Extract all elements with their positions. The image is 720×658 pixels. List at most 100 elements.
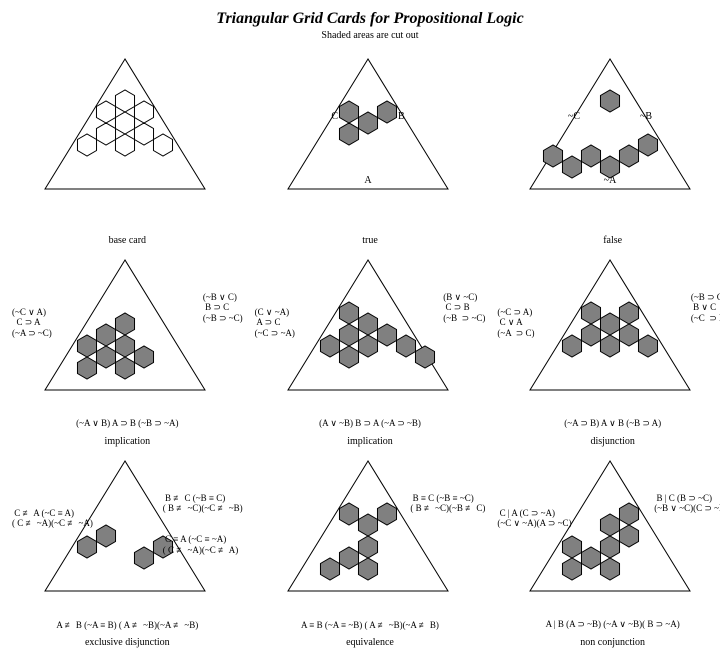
hex-p7: [563, 536, 582, 558]
hex-p11: [339, 346, 358, 368]
card-caption: true: [253, 235, 488, 246]
card-xor: C ≢ A (~C ≡ A) ( C ≢ ~A)(~C ≢ ~A) B ≢ C …: [10, 453, 245, 648]
hex-p6: [377, 324, 396, 346]
card-equiv: B ≡ C (~B ≡ ~C) ( B ≢ ~C)(~B ≢ C) A ≡ B (…: [253, 453, 488, 648]
hex-p11: [339, 547, 358, 569]
bottom-expr: (~A ⊃ B) A ∨ B (~B ⊃ A): [495, 418, 720, 429]
page-subtitle: Shaded areas are cut out: [10, 30, 720, 41]
hex-p12: [134, 547, 153, 569]
card-true: C B Atrue: [253, 51, 488, 246]
svg-text:C: C: [331, 111, 338, 122]
card-caption: equivalence: [253, 637, 488, 648]
hex-p7: [563, 335, 582, 357]
hex-p7: [77, 536, 96, 558]
hex-p4: [358, 514, 377, 536]
hex-p2: [339, 101, 358, 123]
hex-p11: [96, 346, 115, 368]
hex-p8: [358, 335, 377, 357]
hex-p4: [115, 112, 134, 134]
hex-p5: [339, 324, 358, 346]
hex-p5: [96, 123, 115, 145]
hex-p3: [620, 302, 639, 324]
hex-p11: [582, 547, 601, 569]
side-label-left: (~C ∨ A) C ⊃ A (~A ⊃ ~C): [12, 307, 52, 338]
side-label-left: (C ∨ ~A) A ⊃ C (~C ⊃ ~A): [255, 307, 295, 338]
hex-p11: [582, 145, 601, 167]
bottom-expr: A ≡ B (~A ≡ ~B) ( A ≢ ~B)(~A ≢ B): [253, 620, 488, 630]
side-label-left: (~C ⊃ A) C ∨ A (~A ⊃ C): [497, 307, 534, 338]
hex-p6: [620, 324, 639, 346]
triangle-diagram: [10, 51, 240, 201]
card-implication2: (C ∨ ~A) A ⊃ C (~C ⊃ ~A) (B ∨ ~C) C ⊃ B (…: [253, 252, 488, 447]
hex-p4: [115, 313, 134, 335]
hex-p3: [377, 503, 396, 525]
bottom-expr: (A ∨ ~B) B ⊃ A (~A ⊃ ~B): [253, 418, 488, 429]
side-label-right: B ≡ C (~B ≡ ~C) ( B ≢ ~C)(~B ≢ C): [410, 493, 485, 514]
hex-p2: [582, 302, 601, 324]
hex-p1: [115, 90, 134, 112]
hex-p10: [544, 145, 563, 167]
hex-p2: [339, 302, 358, 324]
svg-text:~A: ~A: [604, 175, 617, 186]
triangle-diagram: [253, 453, 483, 603]
hex-p14: [563, 156, 582, 178]
hex-p5: [582, 324, 601, 346]
hex-p8: [115, 335, 134, 357]
hex-p5: [96, 525, 115, 547]
hex-p15: [601, 558, 620, 580]
card-caption: base card: [10, 235, 245, 246]
card-caption: false: [495, 235, 720, 246]
hex-p12: [620, 145, 639, 167]
bottom-expr: (~A ∨ B) A ⊃ B (~B ⊃ ~A): [10, 418, 245, 429]
svg-text:~C: ~C: [568, 111, 580, 122]
side-label-left: C ≢ A (~C ≡ A) ( C ≢ ~A)(~C ≢ ~A): [12, 508, 93, 529]
hex-p4: [601, 313, 620, 335]
side-label-right: B | C (B ⊃ ~C) (~B ∨ ~C)(C ⊃ ~B): [654, 493, 720, 514]
hex-p3: [620, 503, 639, 525]
side-label-left: C | A (C ⊃ ~A) (~C ∨ ~A)(A ⊃ ~C): [497, 508, 571, 529]
hex-p9: [396, 335, 415, 357]
svg-text:~B: ~B: [640, 111, 652, 122]
card-caption: implication: [10, 436, 245, 447]
hex-p7: [77, 134, 96, 156]
hex-p4: [358, 313, 377, 335]
hex-p8: [115, 134, 134, 156]
triangle-diagram: C B A: [253, 51, 483, 201]
hex-p14: [77, 357, 96, 379]
card-nonconj: C | A (C ⊃ ~A) (~C ∨ ~A)(A ⊃ ~C) B | C (…: [495, 453, 720, 648]
hex-p3: [377, 101, 396, 123]
hex-p7: [320, 335, 339, 357]
side-label-right: (~B ∨ C) B ⊃ C (~B ⊃ ~C): [203, 292, 243, 323]
side-label-right: B ≢ C (~B ≡ C) ( B ≢ ~C)(~C ≢ ~B) C ≡ A …: [163, 493, 243, 555]
hex-p5: [339, 123, 358, 145]
hex-p4: [358, 112, 377, 134]
card-implication1: (~C ∨ A) C ⊃ A (~A ⊃ ~C) (~B ∨ C) B ⊃ C (…: [10, 252, 245, 447]
card-caption: disjunction: [495, 436, 720, 447]
hex-p5: [96, 324, 115, 346]
hex-p1: [601, 90, 620, 112]
hex-p7: [77, 335, 96, 357]
card-caption: implication: [253, 436, 488, 447]
hex-p3: [134, 101, 153, 123]
triangle-diagram: ~C ~B ~A: [495, 51, 720, 201]
hex-p8: [358, 536, 377, 558]
hex-p6: [620, 525, 639, 547]
hex-p4: [601, 514, 620, 536]
card-disjunction: (~C ⊃ A) C ∨ A (~A ⊃ C) (~B ⊃ C) B ∨ C (~…: [495, 252, 720, 447]
svg-text:B: B: [398, 111, 405, 122]
bottom-expr: A | B (A ⊃ ~B) (~A ∨ ~B)( B ⊃ ~A): [495, 619, 720, 630]
hex-p9: [639, 134, 658, 156]
hex-p6: [134, 123, 153, 145]
hex-p14: [563, 558, 582, 580]
hex-p2: [339, 503, 358, 525]
hex-p15: [115, 357, 134, 379]
page-title: Triangular Grid Cards for Propositional …: [10, 10, 720, 28]
card-false: ~C ~B ~A false: [495, 51, 720, 246]
card-base: base card: [10, 51, 245, 246]
card-caption: exclusive disjunction: [10, 637, 245, 648]
hex-p13: [415, 346, 434, 368]
hex-p2: [96, 101, 115, 123]
side-label-right: (~B ⊃ C) B ∨ C (~C ⊃ B): [691, 292, 720, 323]
svg-text:A: A: [364, 175, 372, 186]
side-label-right: (B ∨ ~C) C ⊃ B (~B ⊃ ~C): [443, 292, 485, 323]
